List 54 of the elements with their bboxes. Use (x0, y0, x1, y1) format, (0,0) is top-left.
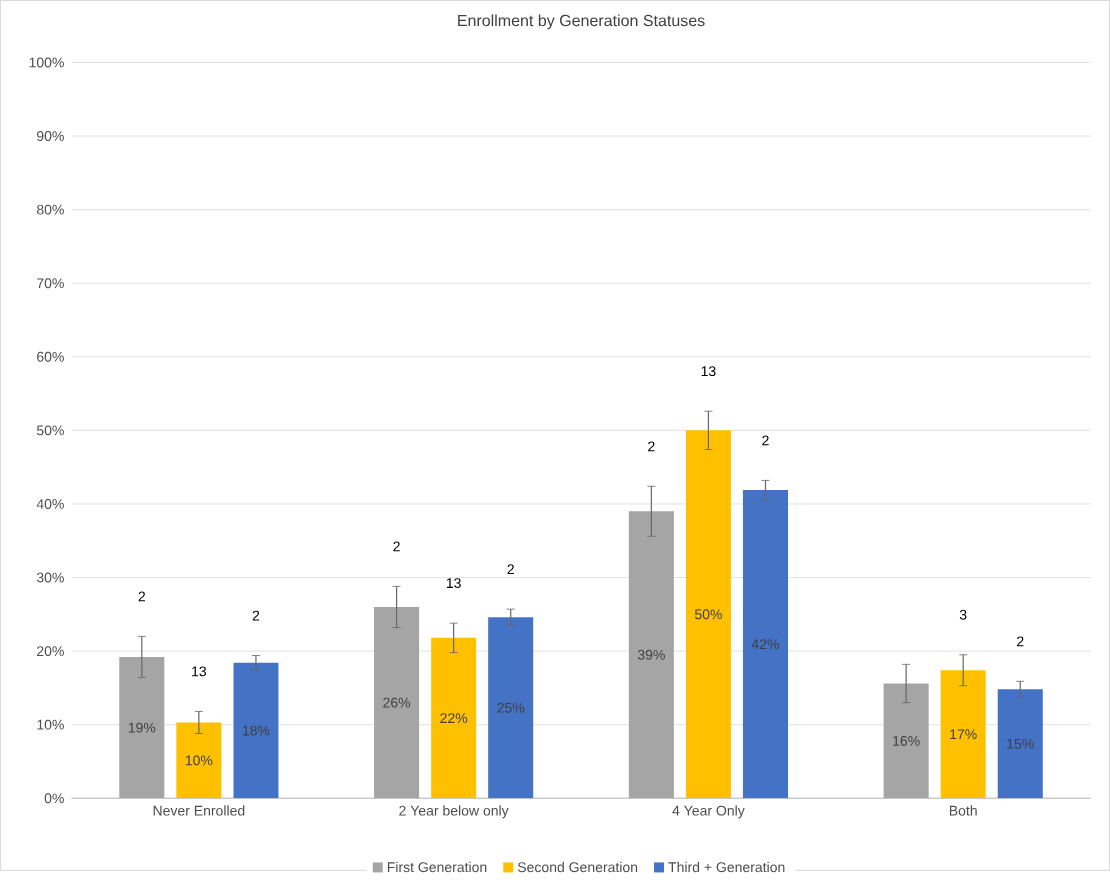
y-tick-label: 80% (36, 204, 64, 215)
y-tick-label: 0% (44, 793, 64, 804)
data-label: 10% (185, 755, 213, 766)
data-label: 16% (893, 735, 920, 746)
annotation: 3 (959, 609, 967, 620)
bar (431, 637, 477, 799)
y-tick-label: 10% (37, 719, 64, 730)
annotation: 2 (1017, 636, 1024, 647)
data-label: 15% (1007, 738, 1034, 749)
y-tick-label: 90% (37, 131, 64, 141)
bar (685, 430, 731, 799)
x-tick-label: Both (949, 805, 977, 816)
y-tick-label: 100% (29, 57, 64, 68)
data-label: 50% (694, 609, 722, 620)
x-tick-label: 2 Year below only (399, 805, 509, 819)
data-label: 17% (950, 729, 977, 740)
data-label: 26% (383, 697, 411, 708)
y-tick-label: 30% (36, 572, 64, 583)
y-tick-label: 70% (37, 278, 64, 289)
annotation: 2 (393, 541, 400, 552)
data-label: 25% (497, 702, 525, 713)
bar (233, 662, 279, 799)
legend-label: Second Generation (517, 861, 638, 873)
data-label: 19% (128, 722, 156, 733)
data-label: 42% (751, 639, 779, 650)
bar (488, 617, 534, 799)
data-label: 22% (440, 713, 468, 723)
data-label: 39% (637, 649, 665, 660)
annotation: 2 (648, 441, 655, 452)
bar (742, 489, 789, 799)
bar (883, 683, 929, 799)
annotation: 13 (701, 366, 716, 377)
annotation: 2 (507, 564, 514, 575)
bar (374, 606, 420, 799)
chart-title: Enrollment by Generation Statuses (458, 14, 705, 30)
y-tick-label: 20% (37, 646, 64, 657)
annotation: 2 (762, 435, 769, 446)
data-label: 18% (242, 725, 270, 736)
annotation: 13 (192, 666, 207, 677)
y-tick-label: 40% (36, 499, 64, 509)
legend-label: First Generation (387, 861, 487, 873)
bar (628, 511, 674, 799)
x-tick-label: Never Enrolled (153, 805, 245, 816)
annotation: 2 (252, 610, 260, 621)
bar (997, 689, 1043, 799)
y-tick-label: 60% (37, 351, 64, 362)
bar (176, 722, 222, 799)
legend-label: Third + Generation (668, 861, 785, 873)
x-tick-label: 4 Year Only (672, 805, 745, 819)
y-tick-label: 50% (36, 425, 64, 436)
bar (119, 656, 165, 799)
annotation: 2 (138, 591, 146, 602)
annotation: 13 (446, 578, 461, 589)
bar (940, 670, 986, 799)
